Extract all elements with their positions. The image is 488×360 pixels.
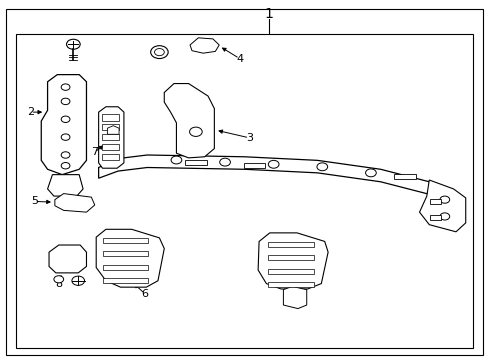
Polygon shape <box>49 245 86 273</box>
Text: 4: 4 <box>236 54 243 64</box>
Circle shape <box>154 49 164 56</box>
Circle shape <box>439 196 449 203</box>
Polygon shape <box>419 180 465 232</box>
Bar <box>267 282 313 287</box>
Circle shape <box>66 39 80 49</box>
Bar <box>16 33 472 348</box>
Polygon shape <box>99 107 123 168</box>
Bar <box>103 278 148 283</box>
Polygon shape <box>107 126 119 134</box>
Polygon shape <box>164 84 214 158</box>
Polygon shape <box>96 229 164 287</box>
Bar <box>429 199 440 204</box>
Circle shape <box>54 276 63 283</box>
Circle shape <box>61 134 70 140</box>
Bar <box>393 174 415 179</box>
Polygon shape <box>55 194 95 212</box>
Bar <box>102 154 119 160</box>
Polygon shape <box>283 287 306 309</box>
Bar <box>243 163 264 168</box>
Bar <box>103 251 148 256</box>
Bar <box>102 134 119 140</box>
Bar <box>267 269 313 274</box>
Text: 6: 6 <box>141 289 148 298</box>
Text: 1: 1 <box>264 7 273 21</box>
Polygon shape <box>190 38 219 53</box>
Polygon shape <box>47 175 83 196</box>
Bar <box>267 242 313 247</box>
Bar <box>102 124 119 130</box>
Bar <box>267 255 313 260</box>
Bar <box>185 160 206 165</box>
Circle shape <box>365 169 375 177</box>
Circle shape <box>439 213 449 220</box>
Circle shape <box>61 152 70 158</box>
Polygon shape <box>258 233 327 289</box>
Text: 3: 3 <box>245 133 252 143</box>
Circle shape <box>316 163 327 171</box>
Bar <box>102 144 119 150</box>
Text: 8: 8 <box>55 279 62 289</box>
Bar <box>103 238 148 243</box>
Circle shape <box>171 156 182 164</box>
Circle shape <box>61 98 70 105</box>
Circle shape <box>150 46 168 59</box>
Text: 5: 5 <box>31 197 38 206</box>
Circle shape <box>219 158 230 166</box>
Circle shape <box>61 84 70 90</box>
Bar <box>102 114 119 121</box>
Bar <box>429 215 440 220</box>
Circle shape <box>268 160 279 168</box>
Polygon shape <box>99 155 453 203</box>
Circle shape <box>72 276 84 285</box>
Text: 2: 2 <box>27 107 34 117</box>
Circle shape <box>189 127 202 136</box>
Bar <box>103 265 148 270</box>
Circle shape <box>61 116 70 122</box>
Circle shape <box>61 162 70 169</box>
Polygon shape <box>41 75 86 175</box>
Text: 7: 7 <box>91 147 98 157</box>
